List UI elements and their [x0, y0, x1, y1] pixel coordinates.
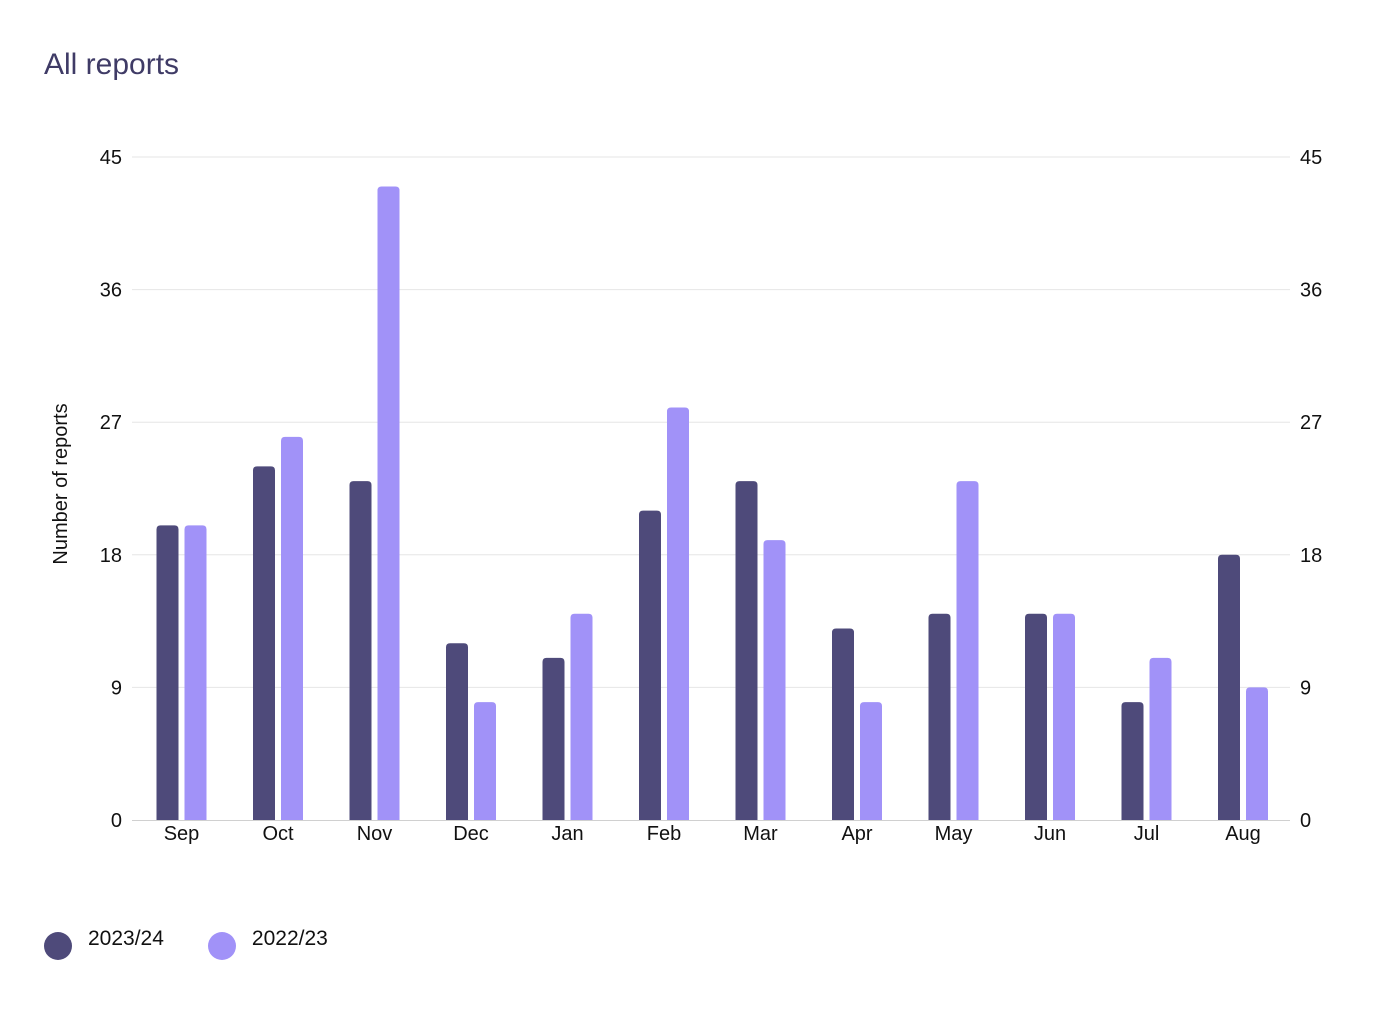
- y-tick-label-right: 27: [1300, 412, 1322, 434]
- x-tick-label: Jun: [1034, 823, 1066, 845]
- bar-2022-23-apr: [860, 702, 882, 820]
- y-tick-label-left: 36: [100, 280, 122, 302]
- legend-label: 2023/24: [88, 927, 164, 950]
- x-tick-label: Dec: [453, 823, 489, 845]
- x-tick-label: Nov: [357, 823, 393, 845]
- bar-2022-23-nov: [377, 186, 400, 820]
- bar-2023-24-apr: [832, 628, 854, 820]
- legend-swatch-icon: [44, 932, 72, 960]
- x-tick-label: Apr: [841, 823, 872, 845]
- y-tick-label-right: 9: [1300, 677, 1311, 699]
- chart-title: All reports: [44, 48, 180, 81]
- bar-2023-24-nov: [349, 481, 372, 820]
- bar-2023-24-feb: [639, 510, 661, 820]
- bar-2022-23-feb: [667, 407, 689, 820]
- y-tick-label-left: 27: [100, 412, 122, 434]
- x-tick-label: Mar: [743, 823, 778, 845]
- y-tick-label-left: 45: [100, 147, 122, 169]
- bar-2022-23-dec: [474, 702, 496, 820]
- bar-2022-23-jan: [570, 613, 593, 820]
- bar-2023-24-may: [928, 613, 951, 820]
- x-tick-label: Sep: [164, 823, 200, 845]
- x-tick-label: Feb: [647, 823, 681, 845]
- bar-2022-23-mar: [763, 540, 786, 820]
- bar-2022-23-oct: [281, 436, 303, 820]
- legend-swatch-icon: [207, 932, 236, 960]
- bar-2023-24-mar: [735, 481, 758, 820]
- y-axis-label: Number of reports: [50, 403, 72, 564]
- bars: [156, 186, 1268, 820]
- bar-2023-24-jan: [542, 657, 565, 820]
- y-tick-label-right: 36: [1300, 280, 1322, 302]
- legend-item: 2023/24: [44, 926, 164, 960]
- bar-2022-23-jul: [1149, 657, 1172, 820]
- bar-2022-23-aug: [1246, 687, 1268, 820]
- bar-2022-23-may: [956, 481, 979, 820]
- x-tick-label: Jul: [1134, 823, 1160, 845]
- y-axis-right: 0 9 18 27 36 45: [1300, 147, 1322, 832]
- y-tick-label-left: 18: [100, 545, 122, 567]
- gridlines: [132, 156, 1290, 688]
- bar-2022-23-jun: [1053, 613, 1075, 820]
- bar-2022-23-sep: [184, 525, 207, 820]
- x-tick-label: Oct: [262, 823, 294, 845]
- legend: 2023/24 2022/23: [44, 926, 372, 960]
- y-tick-label-right: 18: [1300, 545, 1322, 567]
- bar-2023-24-jul: [1121, 702, 1144, 820]
- legend-item: 2022/23: [207, 926, 328, 960]
- y-tick-label-left: 0: [111, 810, 122, 832]
- bar-2023-24-aug: [1218, 554, 1240, 820]
- y-tick-label-right: 45: [1300, 147, 1322, 169]
- x-tick-label: Aug: [1225, 823, 1261, 845]
- y-axis-left: 0 9 18 27 36 45: [100, 147, 122, 832]
- y-tick-label-left: 9: [111, 677, 122, 699]
- y-tick-label-right: 0: [1300, 810, 1311, 832]
- bar-2023-24-sep: [156, 525, 179, 820]
- x-tick-label: May: [935, 823, 973, 845]
- bar-2023-24-dec: [446, 643, 468, 820]
- x-tick-label: Jan: [551, 823, 583, 845]
- legend-label: 2022/23: [251, 927, 328, 950]
- bar-2023-24-oct: [253, 466, 275, 820]
- bar-2023-24-jun: [1025, 613, 1047, 820]
- x-axis: Sep Oct Nov Dec Jan Feb Mar Apr May Jun Jul Aug: [132, 820, 1290, 845]
